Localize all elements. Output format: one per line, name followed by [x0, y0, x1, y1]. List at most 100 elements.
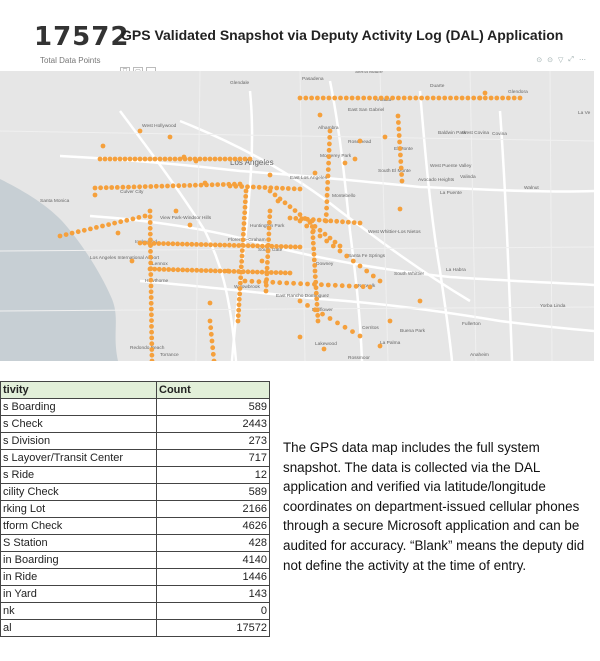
gps-marker[interactable] [265, 254, 271, 260]
gps-marker[interactable] [372, 95, 378, 101]
gps-marker[interactable] [242, 199, 248, 205]
gps-marker[interactable] [357, 220, 363, 226]
gps-marker[interactable] [173, 208, 179, 214]
gps-marker[interactable] [238, 269, 244, 275]
gps-marker[interactable] [396, 95, 401, 101]
gps-marker[interactable] [249, 278, 255, 284]
gps-marker[interactable] [137, 240, 143, 246]
gps-marker[interactable] [401, 95, 407, 101]
gps-marker[interactable] [256, 279, 262, 285]
gps-marker[interactable] [112, 220, 117, 226]
gps-marker[interactable] [148, 306, 154, 312]
gps-marker[interactable] [397, 206, 403, 212]
gps-marker[interactable] [335, 320, 340, 326]
gps-marker[interactable] [250, 184, 256, 190]
gps-marker[interactable] [212, 242, 218, 248]
gps-marker[interactable] [153, 183, 159, 189]
gps-marker[interactable] [298, 281, 303, 287]
gps-marker[interactable] [315, 318, 321, 324]
gps-marker[interactable] [334, 218, 340, 224]
gps-marker[interactable] [172, 156, 178, 162]
gps-marker[interactable] [175, 241, 181, 247]
gps-marker[interactable] [297, 186, 303, 192]
gps-marker[interactable] [198, 268, 204, 273]
gps-marker[interactable] [264, 271, 270, 277]
gps-marker[interactable] [131, 184, 137, 190]
gps-marker[interactable] [397, 139, 402, 145]
gps-marker[interactable] [170, 183, 176, 189]
gps-marker[interactable] [149, 318, 154, 323]
gps-marker[interactable] [250, 243, 256, 249]
gps-marker[interactable] [242, 210, 248, 216]
gps-marker[interactable] [304, 223, 310, 229]
gps-marker[interactable] [307, 220, 313, 225]
expand-icon[interactable]: ⤢ [568, 56, 574, 63]
gps-marker[interactable] [259, 258, 265, 264]
pin-icon[interactable]: ⊙ [536, 57, 543, 64]
gps-marker[interactable] [357, 333, 363, 339]
gps-marker[interactable] [263, 288, 269, 294]
gps-marker[interactable] [156, 266, 162, 272]
gps-marker[interactable] [263, 282, 269, 288]
gps-marker[interactable] [266, 237, 271, 243]
gps-marker[interactable] [325, 186, 330, 192]
gps-marker[interactable] [315, 313, 321, 318]
gps-marker[interactable] [517, 95, 523, 101]
gps-marker[interactable] [242, 278, 248, 284]
gps-marker[interactable] [355, 95, 361, 101]
gps-marker[interactable] [100, 143, 106, 149]
gps-marker[interactable] [285, 186, 291, 191]
gps-marker[interactable] [208, 331, 214, 337]
gps-marker[interactable] [266, 231, 272, 237]
gps-marker[interactable] [194, 242, 199, 247]
gps-marker[interactable] [236, 296, 242, 302]
gps-marker[interactable] [136, 215, 142, 220]
gps-marker[interactable] [239, 184, 245, 189]
gps-marker[interactable] [398, 159, 404, 164]
gps-marker[interactable] [142, 184, 148, 189]
gps-marker[interactable] [430, 95, 436, 101]
gps-marker[interactable] [267, 208, 273, 214]
gps-map[interactable]: Glendale Pasadena Sierra Madre Arcadia Duart… [0, 71, 594, 361]
gps-marker[interactable] [225, 268, 231, 274]
gps-marker[interactable] [239, 253, 245, 259]
gps-marker[interactable] [148, 300, 154, 306]
gps-marker[interactable] [267, 172, 273, 178]
gps-marker[interactable] [396, 120, 401, 125]
gps-marker[interactable] [180, 267, 186, 273]
gps-marker[interactable] [94, 225, 99, 230]
gps-marker[interactable] [327, 141, 332, 147]
gps-marker[interactable] [137, 156, 143, 162]
gps-marker[interactable] [149, 358, 155, 361]
gps-marker[interactable] [274, 185, 280, 191]
gps-marker[interactable] [323, 218, 329, 224]
gps-marker[interactable] [114, 185, 120, 190]
gps-marker[interactable] [232, 156, 238, 162]
gps-marker[interactable] [370, 273, 376, 279]
gps-marker[interactable] [448, 95, 453, 101]
gps-marker[interactable] [100, 223, 105, 229]
gps-marker[interactable] [265, 242, 271, 248]
gps-marker[interactable] [137, 128, 143, 134]
gps-marker[interactable] [156, 241, 162, 246]
gps-marker[interactable] [149, 335, 155, 341]
gps-marker[interactable] [147, 220, 153, 225]
gps-marker[interactable] [241, 221, 247, 226]
gps-marker[interactable] [98, 185, 103, 191]
gps-marker[interactable] [382, 134, 388, 140]
gps-marker[interactable] [264, 277, 269, 282]
gps-marker[interactable] [217, 268, 223, 274]
gps-marker[interactable] [378, 95, 384, 101]
gps-marker[interactable] [314, 301, 320, 307]
gps-marker[interactable] [310, 228, 316, 234]
gps-marker[interactable] [367, 95, 372, 101]
gps-marker[interactable] [236, 307, 242, 313]
gps-marker[interactable] [397, 146, 403, 151]
gps-marker[interactable] [465, 95, 471, 101]
gps-marker[interactable] [357, 138, 363, 144]
gps-marker[interactable] [302, 216, 308, 221]
gps-marker[interactable] [287, 215, 293, 221]
gps-marker[interactable] [255, 243, 260, 249]
gps-marker[interactable] [147, 156, 153, 162]
gps-marker[interactable] [162, 156, 168, 162]
